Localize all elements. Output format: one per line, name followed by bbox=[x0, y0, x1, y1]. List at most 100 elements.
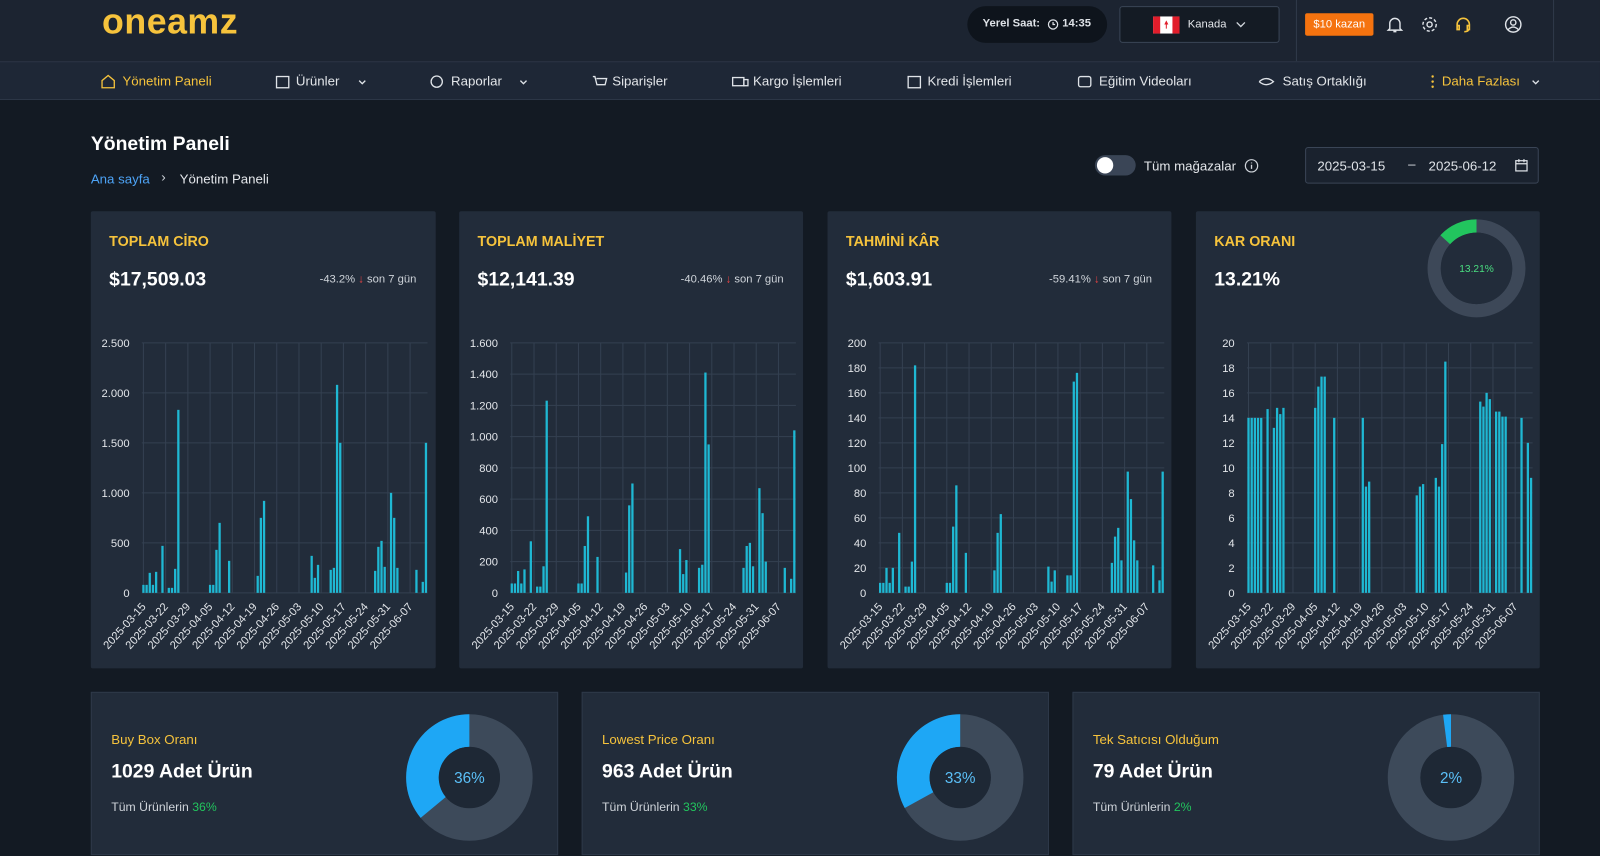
nav-item[interactable]: Raporlar bbox=[451, 73, 502, 89]
y-tick-label: 1.600 bbox=[470, 338, 498, 350]
bar bbox=[898, 532, 901, 593]
note-text: Tüm Ürünlerin bbox=[602, 799, 680, 815]
donut-label: 2% bbox=[1440, 770, 1463, 787]
y-tick-label: 10 bbox=[1222, 463, 1234, 475]
toggle[interactable] bbox=[1094, 155, 1136, 176]
country-select[interactable]: Kanada bbox=[1119, 6, 1280, 43]
bar bbox=[1117, 527, 1120, 593]
y-tick-label: 2.500 bbox=[102, 338, 130, 350]
stat-card: 0 500 1.000 1.500 2.000 2.500 2025-03-15 2025-0… bbox=[90, 211, 436, 669]
bar bbox=[596, 556, 599, 593]
bar bbox=[389, 492, 393, 593]
bar bbox=[310, 555, 313, 593]
summary-card: 33% Lowest Price Oranı 963 Adet Ürün Tüm… bbox=[581, 691, 1049, 856]
bar bbox=[1132, 540, 1136, 593]
nav-item[interactable]: Satış Ortaklığı bbox=[1282, 73, 1367, 89]
bar bbox=[701, 564, 704, 593]
bar bbox=[1501, 416, 1504, 593]
nav-item[interactable]: Siparişler bbox=[612, 73, 668, 89]
y-tick-label: 1.400 bbox=[470, 369, 498, 381]
stat-card: 0 20 40 60 80 100 120 140 160 180 200 2025-03-15 202… bbox=[827, 211, 1172, 669]
bar bbox=[1247, 417, 1250, 593]
down-arrow: ↓ bbox=[1093, 273, 1100, 286]
nav-item[interactable]: Eğitim Videoları bbox=[1098, 73, 1192, 89]
bar bbox=[513, 583, 517, 593]
support-icon[interactable] bbox=[1454, 15, 1472, 33]
promo-button[interactable]: $10 kazan bbox=[1305, 13, 1374, 36]
bar bbox=[945, 582, 948, 593]
bar bbox=[1418, 486, 1422, 593]
bar bbox=[215, 549, 218, 593]
bar bbox=[1275, 407, 1279, 593]
bar bbox=[1279, 414, 1282, 593]
bar bbox=[259, 517, 263, 593]
summary-note: Tüm Ürünlerin 33% bbox=[602, 800, 708, 814]
nav-item[interactable]: Daha Fazlası bbox=[1441, 73, 1520, 89]
bar bbox=[1069, 575, 1072, 593]
bar bbox=[332, 567, 336, 593]
bar bbox=[1075, 372, 1079, 593]
down-arrow: ↓ bbox=[358, 273, 364, 286]
bar bbox=[996, 532, 999, 593]
bar bbox=[1113, 536, 1117, 593]
y-tick-label: 14 bbox=[1222, 413, 1234, 425]
calendar-icon bbox=[1515, 159, 1528, 172]
bar-chart: 02004006008001.0001.2001.4001.6002025-03… bbox=[470, 338, 796, 652]
bar bbox=[1272, 427, 1276, 593]
bar bbox=[1250, 417, 1253, 593]
breadcrumb-sep: › bbox=[161, 169, 166, 185]
bar bbox=[1485, 392, 1488, 593]
y-tick-label: 1.200 bbox=[470, 400, 498, 412]
logo[interactable]: oneamz bbox=[102, 2, 239, 42]
y-tick-label: 140 bbox=[848, 413, 867, 425]
y-tick-label: 500 bbox=[111, 538, 130, 550]
bar bbox=[1136, 560, 1139, 593]
nav-item[interactable]: Kredi İşlemleri bbox=[927, 73, 1012, 89]
summary-title: Lowest Price Oranı bbox=[602, 731, 715, 747]
bell-icon[interactable] bbox=[1386, 15, 1404, 33]
bar bbox=[745, 545, 748, 593]
bar bbox=[339, 442, 342, 593]
donut-chart: 33% bbox=[896, 714, 1024, 841]
bar bbox=[516, 570, 520, 593]
breadcrumb-link[interactable]: Ana sayfa bbox=[90, 171, 150, 187]
bar bbox=[1152, 565, 1155, 593]
stat-change: -43.2% ↓ son 7 gün bbox=[320, 273, 417, 285]
date-sep: – bbox=[1408, 156, 1416, 172]
bar bbox=[170, 587, 174, 593]
date-range[interactable]: 2025-03-15 – 2025-06-12 bbox=[1305, 146, 1539, 184]
settings-icon[interactable] bbox=[1420, 15, 1438, 33]
summary-count: 79 Adet Ürün bbox=[1092, 761, 1213, 783]
bar bbox=[161, 545, 164, 593]
donut-label: 36% bbox=[454, 770, 485, 787]
bar bbox=[1317, 386, 1320, 593]
bar bbox=[174, 568, 177, 593]
toggle-knob bbox=[1096, 157, 1114, 174]
info-icon[interactable] bbox=[1244, 158, 1259, 173]
bar-chart: 0204060801001201401601802002025-03-15202… bbox=[838, 338, 1165, 652]
bar bbox=[510, 583, 513, 593]
bar-chart: 05001.0001.5002.0002.5002025-03-152025-0… bbox=[101, 338, 428, 652]
bar bbox=[1161, 471, 1164, 593]
bar bbox=[539, 586, 542, 593]
y-tick-label: 0 bbox=[1228, 588, 1234, 600]
nav-item[interactable]: Ürünler bbox=[295, 73, 340, 89]
bar bbox=[882, 582, 885, 593]
bar bbox=[764, 561, 767, 593]
bar bbox=[1441, 444, 1444, 593]
user-icon[interactable] bbox=[1504, 15, 1522, 33]
bar bbox=[1053, 570, 1056, 593]
bar bbox=[377, 546, 380, 593]
bar bbox=[580, 583, 583, 593]
bar bbox=[396, 567, 399, 593]
clock-icon bbox=[1047, 19, 1059, 30]
nav-item[interactable]: Kargo İşlemleri bbox=[753, 73, 842, 89]
nav-item[interactable]: Yönetim Paneli bbox=[122, 73, 212, 89]
header: oneamz Yerel Saat: 14:35 Kanada $10 kaza… bbox=[0, 0, 1600, 62]
stat-title: KAR ORANI bbox=[1214, 232, 1296, 249]
bar bbox=[631, 483, 634, 593]
stat-title: TAHMİNİ KÂR bbox=[845, 232, 940, 249]
bar bbox=[1282, 407, 1285, 593]
bar bbox=[415, 569, 418, 593]
